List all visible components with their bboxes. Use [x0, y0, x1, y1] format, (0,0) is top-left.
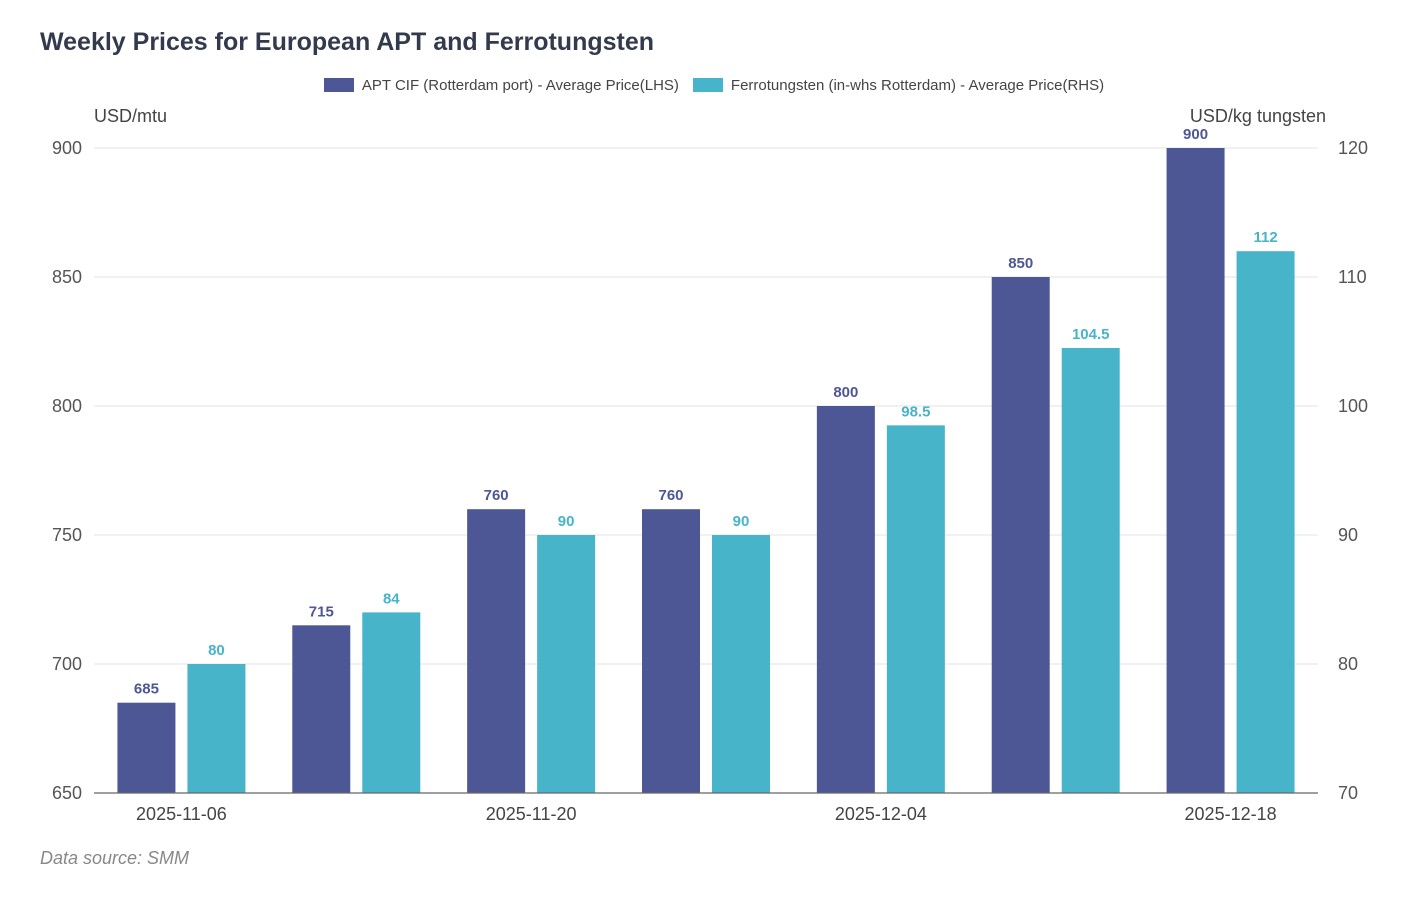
- bar-apt: [642, 509, 700, 793]
- y-left-axis-title: USD/mtu: [94, 106, 167, 126]
- data-label-ferrotungsten: 84: [383, 590, 400, 607]
- bar-apt: [117, 702, 176, 793]
- y-left-tick-label: 850: [52, 267, 82, 287]
- data-label-ferrotungsten: 104.5: [1072, 326, 1110, 343]
- legend-swatch-ferrotungsten: [692, 78, 723, 92]
- bar-ferrotungsten: [886, 425, 945, 793]
- x-tick-label: 2025-12-18: [1185, 804, 1277, 824]
- data-label-ferrotungsten: 112: [1253, 229, 1277, 246]
- legend-item-ferrotungsten[interactable]: Ferrotungsten (in-whs Rotterdam) - Avera…: [692, 76, 1105, 94]
- legend: APT CIF (Rotterdam port) - Average Price…: [0, 74, 1428, 96]
- bar-apt: [292, 625, 351, 793]
- bar-ferrotungsten: [187, 664, 246, 793]
- y-right-tick-label: 90: [1338, 525, 1358, 545]
- y-right-axis-title: USD/kg tungsten: [1190, 106, 1326, 126]
- bar-apt: [1166, 148, 1225, 793]
- bar-apt: [467, 509, 526, 793]
- data-label-ferrotungsten: 90: [558, 513, 575, 530]
- legend-label-apt: APT CIF (Rotterdam port) - Average Price…: [361, 76, 679, 94]
- bar-ferrotungsten: [712, 535, 770, 793]
- data-label-apt: 850: [1008, 255, 1033, 272]
- bar-ferrotungsten: [1061, 347, 1120, 793]
- data-label-ferrotungsten: 98.5: [901, 403, 930, 420]
- bar-apt: [991, 277, 1050, 793]
- y-left-tick-label: 750: [52, 525, 82, 545]
- bar-ferrotungsten: [362, 612, 421, 793]
- data-label-apt: 760: [658, 487, 683, 504]
- bar-ferrotungsten: [1236, 251, 1295, 793]
- x-tick-label: 2025-11-20: [486, 804, 577, 824]
- x-tick-label: 2025-11-06: [136, 804, 227, 824]
- data-label-apt: 900: [1183, 126, 1208, 143]
- y-left-tick-label: 700: [52, 654, 82, 674]
- data-label-ferrotungsten: 80: [208, 642, 225, 659]
- y-right-tick-label: 110: [1338, 267, 1367, 287]
- x-tick-label: 2025-12-04: [835, 804, 927, 824]
- source-note: Data source: SMM: [40, 848, 190, 868]
- y-left-tick-label: 800: [52, 396, 82, 416]
- y-right-tick-label: 70: [1338, 783, 1358, 803]
- bar-ferrotungsten: [537, 535, 596, 793]
- y-left-tick-label: 900: [52, 138, 82, 158]
- legend-swatch-apt: [323, 78, 354, 92]
- bar-apt: [816, 406, 875, 793]
- legend-item-apt[interactable]: APT CIF (Rotterdam port) - Average Price…: [323, 76, 679, 94]
- y-right-tick-label: 100: [1338, 396, 1368, 416]
- data-label-apt: 715: [309, 603, 334, 620]
- data-label-apt: 760: [484, 487, 509, 504]
- legend-label-ferrotungsten: Ferrotungsten (in-whs Rotterdam) - Avera…: [730, 76, 1105, 94]
- y-right-tick-label: 80: [1338, 654, 1358, 674]
- y-left-tick-label: 650: [52, 783, 82, 803]
- data-label-ferrotungsten: 90: [733, 513, 750, 530]
- y-right-tick-label: 120: [1338, 138, 1368, 158]
- chart-title: Weekly Prices for European APT and Ferro…: [40, 28, 655, 56]
- data-label-apt: 800: [833, 384, 858, 401]
- data-label-apt: 685: [134, 681, 159, 698]
